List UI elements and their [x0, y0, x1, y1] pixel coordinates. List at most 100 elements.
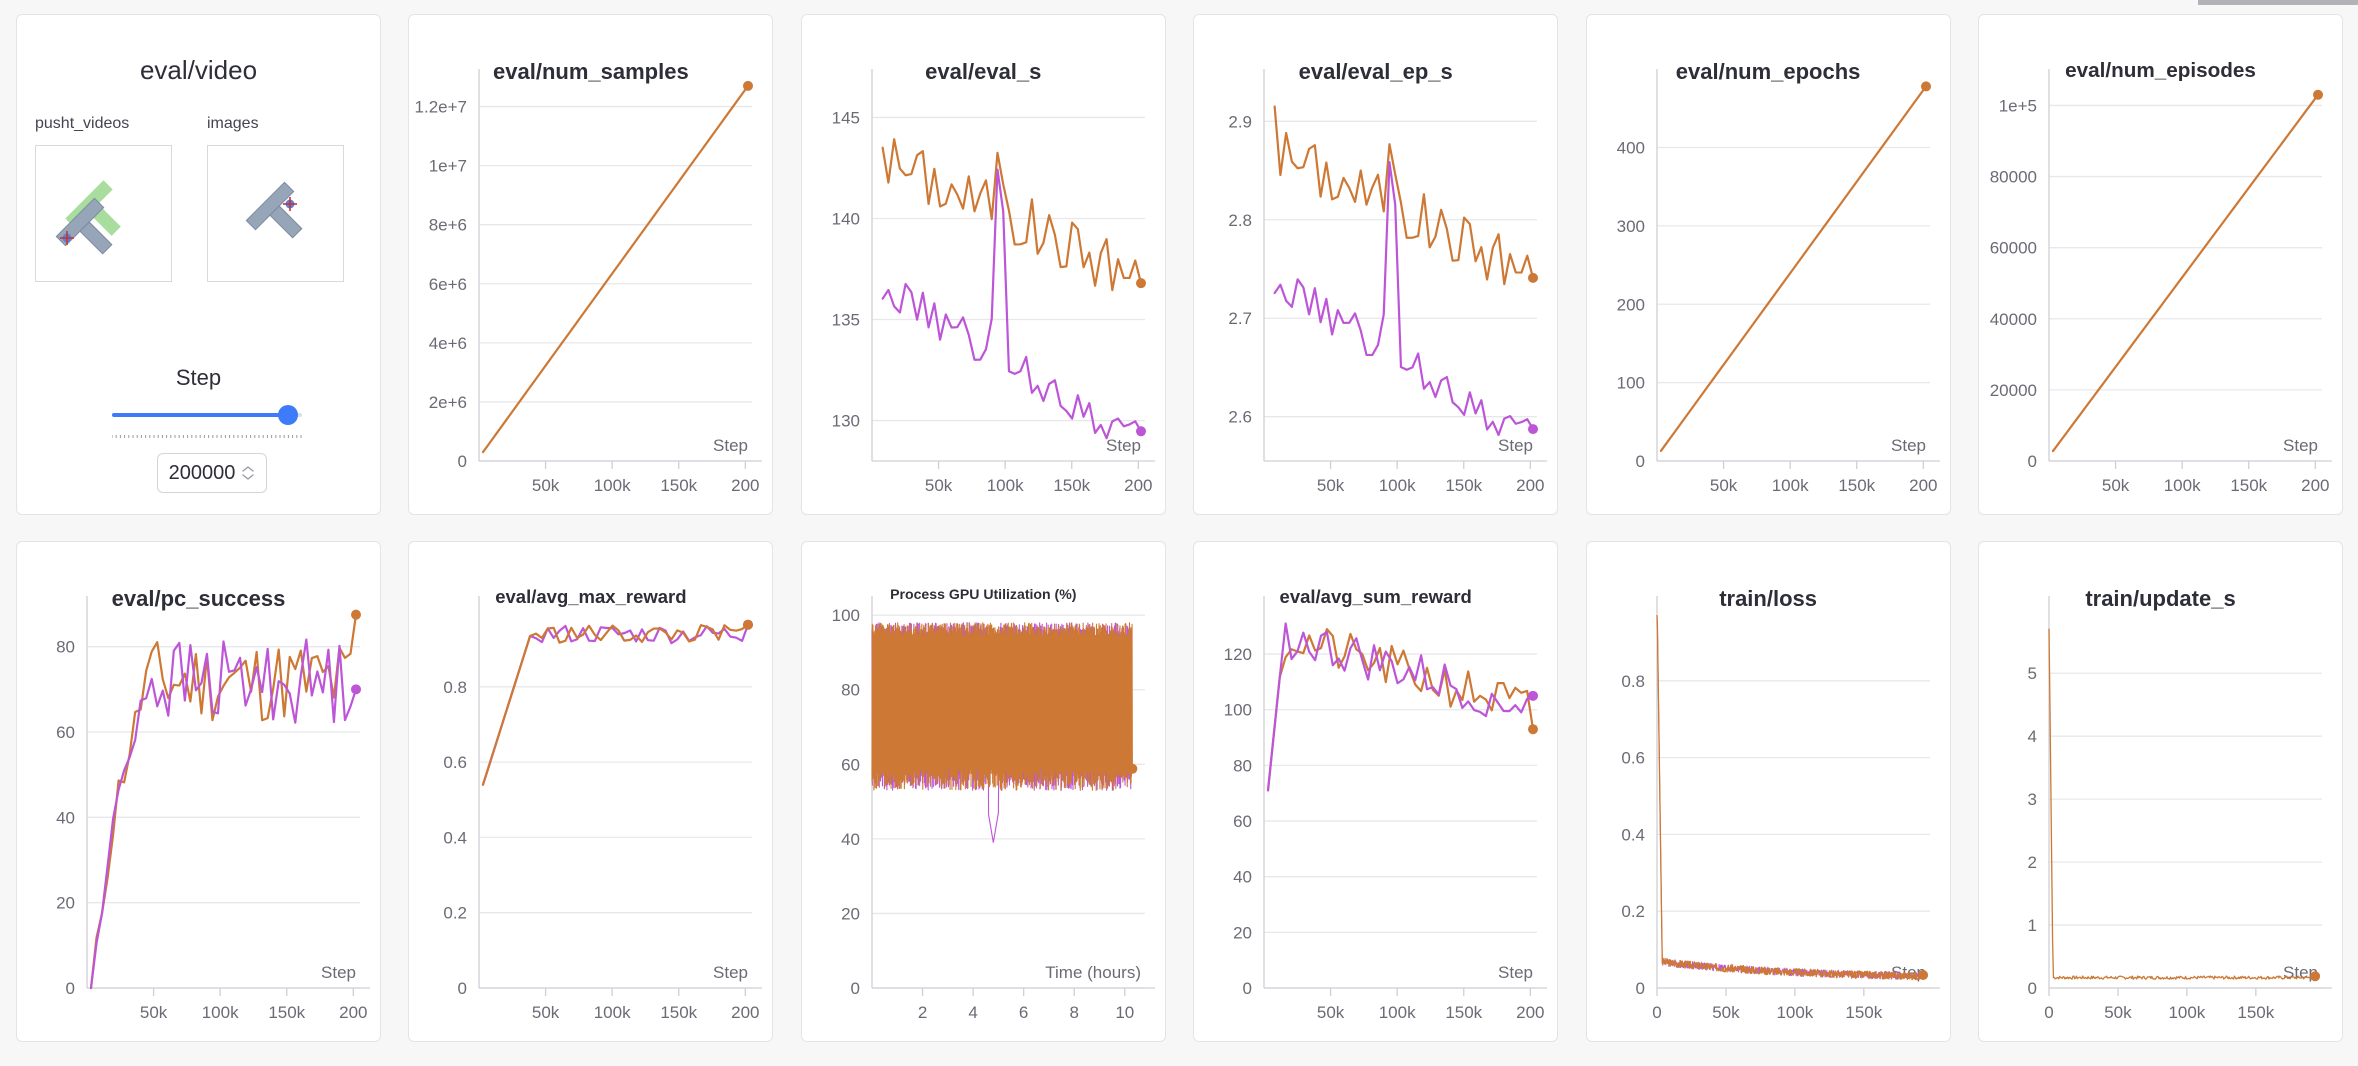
svg-text:0.2: 0.2	[1621, 902, 1645, 921]
svg-text:0.6: 0.6	[444, 753, 468, 772]
svg-text:150k: 150k	[661, 1003, 698, 1022]
svg-text:Step: Step	[1498, 963, 1533, 982]
svg-text:0.6: 0.6	[1621, 749, 1645, 768]
svg-text:0: 0	[850, 979, 859, 998]
svg-text:8: 8	[1069, 1003, 1078, 1022]
svg-text:150k: 150k	[2237, 1003, 2274, 1022]
svg-text:Step: Step	[321, 963, 356, 982]
svg-text:5: 5	[2028, 664, 2037, 683]
svg-text:4e+6: 4e+6	[429, 334, 467, 353]
svg-text:100k: 100k	[594, 1003, 631, 1022]
svg-text:200: 200	[1516, 476, 1544, 495]
svg-text:4: 4	[2028, 727, 2037, 746]
svg-text:150k: 150k	[1838, 476, 1875, 495]
svg-text:130: 130	[831, 412, 859, 431]
svg-text:2: 2	[918, 1003, 927, 1022]
svg-text:2.7: 2.7	[1229, 309, 1253, 328]
svg-text:8e+6: 8e+6	[429, 216, 467, 235]
svg-text:50k: 50k	[2104, 1003, 2132, 1022]
svg-text:200: 200	[732, 1003, 760, 1022]
svg-text:2: 2	[2028, 853, 2037, 872]
svg-text:1e+5: 1e+5	[1999, 96, 2037, 115]
svg-text:50k: 50k	[140, 1003, 168, 1022]
svg-text:2.6: 2.6	[1229, 408, 1253, 427]
svg-text:150k: 150k	[661, 476, 698, 495]
svg-text:60000: 60000	[1990, 239, 2037, 258]
svg-text:200: 200	[732, 476, 760, 495]
svg-text:6e+6: 6e+6	[429, 275, 467, 294]
svg-text:0: 0	[1635, 452, 1644, 471]
svg-text:Time (hours): Time (hours)	[1045, 963, 1141, 982]
svg-text:300: 300	[1616, 217, 1644, 236]
svg-text:100k: 100k	[1379, 1003, 1416, 1022]
svg-text:200: 200	[2301, 476, 2329, 495]
svg-text:20: 20	[841, 904, 860, 923]
svg-text:0: 0	[2028, 452, 2037, 471]
svg-text:0: 0	[1243, 979, 1252, 998]
svg-text:200: 200	[339, 1003, 367, 1022]
svg-text:140: 140	[831, 209, 859, 228]
svg-text:6: 6	[1019, 1003, 1028, 1022]
svg-text:100k: 100k	[1776, 1003, 1813, 1022]
svg-text:50k: 50k	[1712, 1003, 1740, 1022]
svg-text:40: 40	[56, 808, 75, 827]
svg-text:0: 0	[458, 979, 467, 998]
svg-text:1: 1	[2028, 916, 2037, 935]
svg-text:100k: 100k	[1771, 476, 1808, 495]
svg-text:20: 20	[1233, 923, 1252, 942]
svg-text:135: 135	[831, 311, 859, 330]
svg-text:120: 120	[1224, 645, 1252, 664]
svg-text:50k: 50k	[1317, 1003, 1345, 1022]
svg-text:40000: 40000	[1990, 310, 2037, 329]
svg-text:50k: 50k	[532, 476, 560, 495]
svg-text:0: 0	[1652, 1003, 1661, 1022]
svg-text:0.4: 0.4	[1621, 825, 1645, 844]
svg-text:50k: 50k	[2102, 476, 2130, 495]
svg-text:0: 0	[458, 452, 467, 471]
svg-text:2.9: 2.9	[1229, 112, 1253, 131]
svg-text:100k: 100k	[2168, 1003, 2205, 1022]
svg-text:0.8: 0.8	[1621, 672, 1645, 691]
svg-text:20000: 20000	[1990, 381, 2037, 400]
svg-text:50k: 50k	[1317, 476, 1345, 495]
svg-text:40: 40	[1233, 868, 1252, 887]
svg-text:40: 40	[841, 830, 860, 849]
svg-text:Step: Step	[713, 963, 748, 982]
svg-text:1e+7: 1e+7	[429, 157, 467, 176]
svg-text:0: 0	[2044, 1003, 2053, 1022]
svg-text:100k: 100k	[987, 476, 1024, 495]
svg-text:150k: 150k	[1446, 1003, 1483, 1022]
svg-text:10: 10	[1115, 1003, 1134, 1022]
svg-text:0: 0	[2028, 979, 2037, 998]
svg-text:50k: 50k	[925, 476, 953, 495]
svg-text:150k: 150k	[1845, 1003, 1882, 1022]
svg-text:100k: 100k	[594, 476, 631, 495]
svg-text:80: 80	[841, 681, 860, 700]
svg-text:100: 100	[831, 606, 859, 625]
svg-text:0.2: 0.2	[444, 904, 468, 923]
svg-text:200: 200	[1909, 476, 1937, 495]
svg-text:Step: Step	[1106, 436, 1141, 455]
svg-text:0: 0	[66, 979, 75, 998]
svg-text:150k: 150k	[1446, 476, 1483, 495]
svg-text:50k: 50k	[1709, 476, 1737, 495]
svg-text:4: 4	[968, 1003, 977, 1022]
svg-text:100: 100	[1224, 701, 1252, 720]
svg-text:0.8: 0.8	[444, 678, 468, 697]
svg-text:0: 0	[1635, 979, 1644, 998]
svg-text:20: 20	[56, 894, 75, 913]
svg-text:60: 60	[56, 723, 75, 742]
svg-text:100k: 100k	[2164, 476, 2201, 495]
svg-text:80000: 80000	[1990, 168, 2037, 187]
svg-text:200: 200	[1124, 476, 1152, 495]
svg-text:50k: 50k	[532, 1003, 560, 1022]
svg-text:0.4: 0.4	[444, 828, 468, 847]
svg-text:145: 145	[831, 108, 859, 127]
svg-text:60: 60	[841, 755, 860, 774]
svg-text:200: 200	[1516, 1003, 1544, 1022]
svg-text:Step: Step	[1891, 436, 1926, 455]
svg-text:2e+6: 2e+6	[429, 393, 467, 412]
svg-text:80: 80	[56, 638, 75, 657]
svg-text:Step: Step	[2283, 436, 2318, 455]
svg-text:200: 200	[1616, 295, 1644, 314]
